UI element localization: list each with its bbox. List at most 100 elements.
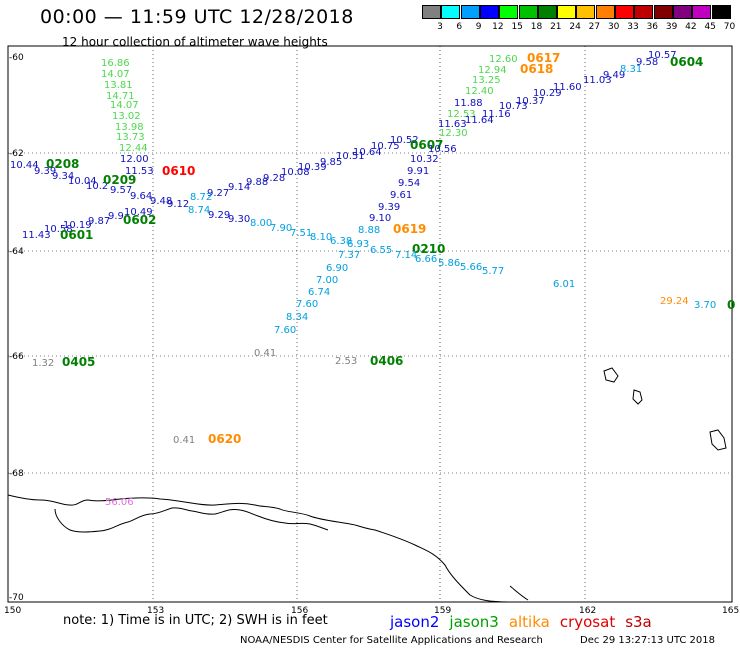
footnote: note: 1) Time is in UTC; 2) SWH is in fe… xyxy=(63,613,328,628)
wave-height-value: 10.52 xyxy=(390,135,419,146)
color-swatch xyxy=(692,5,712,19)
wave-height-value: 29.24 xyxy=(660,296,689,307)
wave-height-value: 9.61 xyxy=(390,190,412,201)
wave-height-value: 13.25 xyxy=(472,75,501,86)
wave-height-value: 3.70 xyxy=(694,300,716,311)
wave-height-value: 6.93 xyxy=(347,239,369,250)
generated-timestamp: Dec 29 13:27:13 UTC 2018 xyxy=(580,635,715,646)
legend-entry: altika xyxy=(508,613,550,631)
legend-entry: cryosat xyxy=(559,613,616,631)
wave-height-value: 11.64 xyxy=(465,115,494,126)
wave-height-value: 9.14 xyxy=(228,182,250,193)
wave-height-value: 12.94 xyxy=(478,65,507,76)
wave-height-value: 2.53 xyxy=(335,356,357,367)
wave-height-value: 0.41 xyxy=(254,348,276,359)
color-swatch xyxy=(518,5,538,19)
latitude-tick-label: -70 xyxy=(9,593,24,603)
legend-entry: s3a xyxy=(625,613,652,631)
wave-height-value: 14.07 xyxy=(110,100,139,111)
color-swatch xyxy=(576,5,596,19)
wave-height-value: 10.39 xyxy=(298,162,327,173)
coastline xyxy=(7,367,727,603)
pass-time-label: 0607 xyxy=(410,138,443,152)
latitude-tick-label: -66 xyxy=(9,352,24,362)
wave-height-value: 9.54 xyxy=(398,178,420,189)
wave-height-value: 10.56 xyxy=(428,144,457,155)
color-scale-label: 45 xyxy=(704,22,716,32)
wave-height-value: 11.63 xyxy=(438,119,467,130)
pass-time-label: 0210 xyxy=(412,242,445,256)
longitude-tick-label: 162 xyxy=(579,606,596,616)
wave-height-value: 9.9 xyxy=(108,211,124,222)
wave-height-value: 10.04 xyxy=(68,176,97,187)
latitude-tick-label: -60 xyxy=(9,53,24,63)
pass-time-label: 0406 xyxy=(370,354,403,368)
latitude-tick-label: -64 xyxy=(9,247,24,257)
wave-height-value: 7.14 xyxy=(395,250,417,261)
wave-height-value: 16.86 xyxy=(101,58,130,69)
color-scale-label: 30 xyxy=(607,22,620,32)
legend-entry: jason3 xyxy=(449,613,499,631)
color-scale-label: 9 xyxy=(475,22,482,32)
color-scale-label: 3 xyxy=(437,22,443,32)
wave-height-value: 0.41 xyxy=(173,435,195,446)
wave-height-value: 10.73 xyxy=(499,101,528,112)
wave-height-value: 12.40 xyxy=(465,86,494,97)
wave-height-value: 56.06 xyxy=(105,497,134,508)
wave-height-value: 8.10 xyxy=(310,232,332,243)
wave-height-value: 8.72 xyxy=(190,192,212,203)
wave-height-value: 6.66 xyxy=(415,254,437,265)
wave-height-value: 9.30 xyxy=(228,214,250,225)
color-swatch xyxy=(653,5,673,19)
color-scale-label: 24 xyxy=(569,22,581,32)
pass-time-label: 0209 xyxy=(103,173,136,187)
wave-height-value: 12.53 xyxy=(447,109,476,120)
pass-time-label: 0618 xyxy=(520,62,553,76)
color-scale-label: 21 xyxy=(550,22,562,32)
wave-height-value: 7.37 xyxy=(338,250,360,261)
wave-height-value: 9.85 xyxy=(320,157,342,168)
wave-height-value: 9.87 xyxy=(88,216,110,227)
wave-height-value: 12.60 xyxy=(489,54,518,65)
wave-height-value: 11.43 xyxy=(22,230,51,241)
wave-height-value: 11.88 xyxy=(454,98,483,109)
wave-height-value: 1.32 xyxy=(32,358,54,369)
wave-height-value: 11.16 xyxy=(482,109,511,120)
wave-height-value: 10.49 xyxy=(124,207,153,218)
wave-height-value: 9.28 xyxy=(263,173,285,184)
pass-time-label: 0405 xyxy=(62,355,95,369)
color-scale-label: 36 xyxy=(646,22,659,32)
latitude-tick-label: -62 xyxy=(9,149,24,159)
color-swatch xyxy=(479,5,499,19)
pass-time-label: 0617 xyxy=(527,51,560,65)
color-swatch xyxy=(595,5,615,19)
pass-time-label: 0602 xyxy=(123,213,156,227)
wave-height-value: 13.02 xyxy=(112,111,141,122)
wave-height-value: 6.90 xyxy=(326,263,348,274)
wave-height-value: 8.31 xyxy=(620,64,642,75)
wave-height-value: 7.60 xyxy=(296,299,318,310)
color-scale-label: 27 xyxy=(588,22,601,32)
pass-time-label: 0610 xyxy=(162,164,195,178)
page-subtitle: 12 hour collection of altimeter wave hei… xyxy=(62,35,328,49)
color-swatch xyxy=(499,5,519,19)
wave-height-value: 8.34 xyxy=(286,312,308,323)
wave-height-value: 11.03 xyxy=(583,75,612,86)
wave-height-value: 7.90 xyxy=(270,223,292,234)
wave-height-value: 8.00 xyxy=(250,218,272,229)
wave-height-value: 8.88 xyxy=(358,225,380,236)
pass-time-label: 0601 xyxy=(60,228,93,242)
color-scale-label: 70 xyxy=(723,22,736,32)
wave-height-value: 9.64 xyxy=(130,191,152,202)
wave-height-value: 10.29 xyxy=(533,88,562,99)
wave-height-value: 9.58 xyxy=(636,57,658,68)
wave-height-value: 9.39 xyxy=(378,202,400,213)
map-frame xyxy=(7,45,733,603)
wave-height-value: 8.74 xyxy=(188,205,210,216)
wave-height-value: 14.07 xyxy=(101,69,130,80)
wave-height-value: 5.86 xyxy=(438,258,460,269)
page-title: 00:00 — 11:59 UTC 12/28/2018 xyxy=(40,6,354,28)
wave-height-labels: 16.8614.0713.8114.7114.0713.0213.9813.73… xyxy=(10,50,735,508)
latitude-tick-label: -68 xyxy=(9,469,24,479)
wave-height-value: 10.64 xyxy=(353,147,382,158)
